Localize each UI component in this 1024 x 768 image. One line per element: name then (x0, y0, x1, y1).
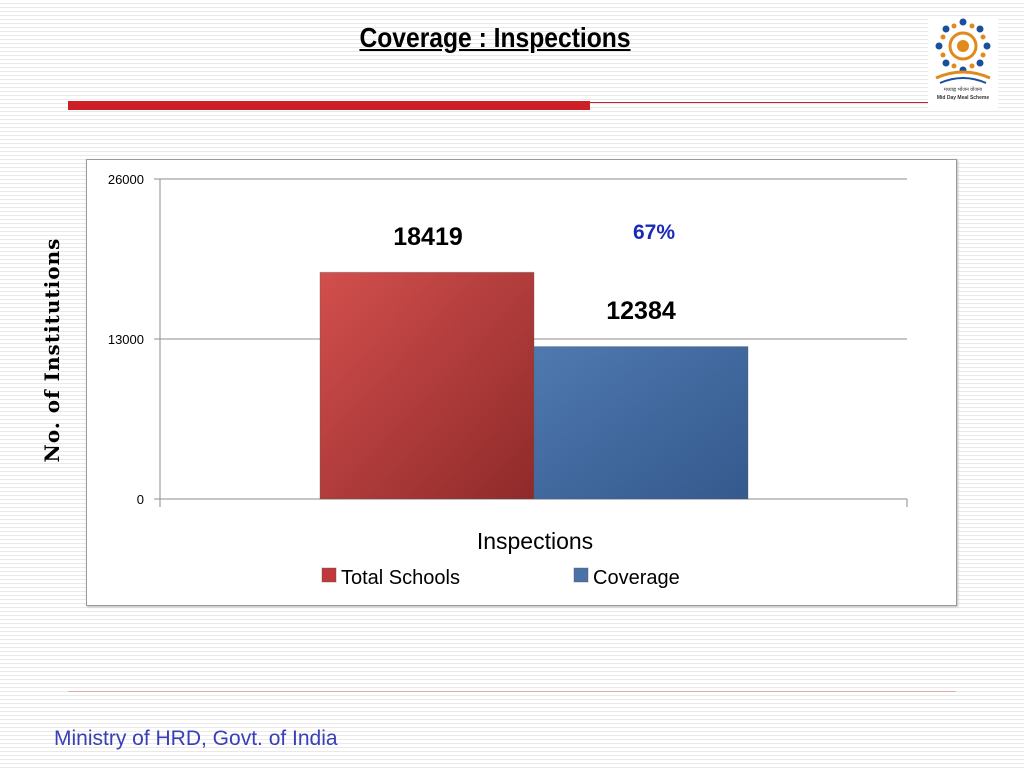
bar-total-schools (319, 271, 535, 500)
footer-divider (68, 691, 956, 692)
logo-text-hindi: मध्याह्न भोजन योजना (943, 87, 983, 93)
coverage-percent-annotation: 67% (633, 221, 675, 244)
title-underline-thin (590, 102, 930, 103)
footer-text: Ministry of HRD, Govt. of India (54, 727, 338, 750)
logo-emblem-icon (935, 18, 991, 84)
y-tick-label: 0 (137, 492, 144, 507)
data-label: 18419 (393, 223, 463, 251)
logo-text-english: Mid Day Meal Scheme (936, 95, 990, 101)
data-label: 12384 (606, 297, 676, 325)
legend-swatch (573, 567, 589, 583)
x-axis-label: Inspections (477, 528, 593, 554)
legend-label: Coverage (593, 567, 680, 589)
slide-title: Coverage : Inspections (359, 22, 631, 53)
y-tick-label: 26000 (108, 172, 144, 187)
legend-swatch (321, 567, 337, 583)
legend-label: Total Schools (341, 567, 460, 589)
bar-coverage (533, 346, 749, 500)
mid-day-meal-logo: मध्याह्न भोजन योजना Mid Day Meal Scheme (928, 16, 998, 108)
y-tick-label: 13000 (108, 332, 144, 347)
title-underline-bar (68, 101, 590, 110)
